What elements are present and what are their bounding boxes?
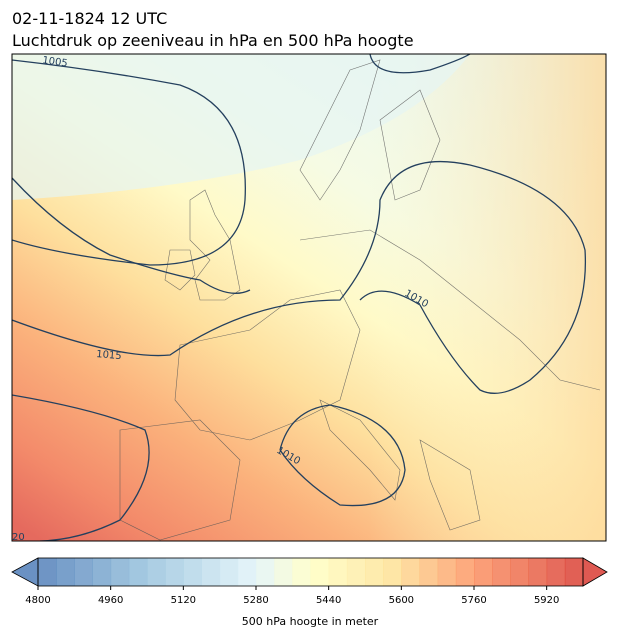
colorbar: 4800 4960 5120 5280 5440 5600 5760 5920 <box>11 557 608 606</box>
colorbar-frame <box>37 557 584 587</box>
colorbar-tick-label: 5440 <box>316 595 341 606</box>
colorbar-bin <box>474 558 493 586</box>
colorbar-tick-label: 4960 <box>98 595 123 606</box>
map: 1005 1015 1010 1010 20 <box>12 54 606 543</box>
title: Luchtdruk op zeeniveau in hPa en 500 hPa… <box>12 31 414 50</box>
colorbar-label: 500 hPa hoogte in meter <box>242 615 379 628</box>
colorbar-tick-label: 5120 <box>171 595 196 606</box>
colorbar-bin <box>110 558 130 586</box>
colorbar-bin <box>346 558 366 586</box>
colorbar-bin <box>564 558 584 586</box>
colorbar-bin <box>310 558 330 586</box>
colorbar-bin <box>237 558 257 586</box>
colorbar-bin <box>437 558 457 586</box>
colorbar-tick-label: 5920 <box>534 595 559 606</box>
colorbar-bin <box>401 558 420 586</box>
colorbar-bin <box>274 558 293 586</box>
contour-label: 20 <box>12 532 25 543</box>
colorbar-tick-label: 4800 <box>25 595 50 606</box>
colorbar-bin <box>419 558 439 586</box>
colorbar-bin <box>165 558 184 586</box>
colorbar-bin <box>38 558 57 586</box>
colorbar-bin <box>528 558 548 586</box>
colorbar-extend-high <box>582 557 608 587</box>
colorbar-bin <box>365 558 384 586</box>
colorbar-tick-label: 5760 <box>461 595 486 606</box>
colorbar-tick-label: 5280 <box>243 595 268 606</box>
colorbar-bin <box>74 558 93 586</box>
colorbar-tick-label: 5600 <box>389 595 414 606</box>
contour-label: 1005 <box>42 55 69 69</box>
colorbar-bin <box>455 558 475 586</box>
colorbar-bin <box>201 558 221 586</box>
colorbar-extend-low <box>11 557 39 587</box>
colorbar-bin <box>292 558 311 586</box>
colorbar-bin <box>183 558 202 586</box>
colorbar-bin <box>328 558 348 586</box>
colorbar-bin <box>128 558 148 586</box>
map-frame <box>11 53 607 542</box>
colorbar-bin <box>256 558 275 586</box>
date: 02-11-1824 12 UTC <box>12 9 168 28</box>
colorbar-bin <box>546 558 566 586</box>
colorbar-bin <box>492 558 511 586</box>
contour-label: 1015 <box>96 349 122 362</box>
colorbar-bin <box>56 558 75 586</box>
colorbar-bin <box>383 558 402 586</box>
colorbar-bin <box>510 558 529 586</box>
colorbar-bin <box>219 558 239 586</box>
colorbar-bin <box>147 558 166 586</box>
colorbar-bin <box>92 558 112 586</box>
